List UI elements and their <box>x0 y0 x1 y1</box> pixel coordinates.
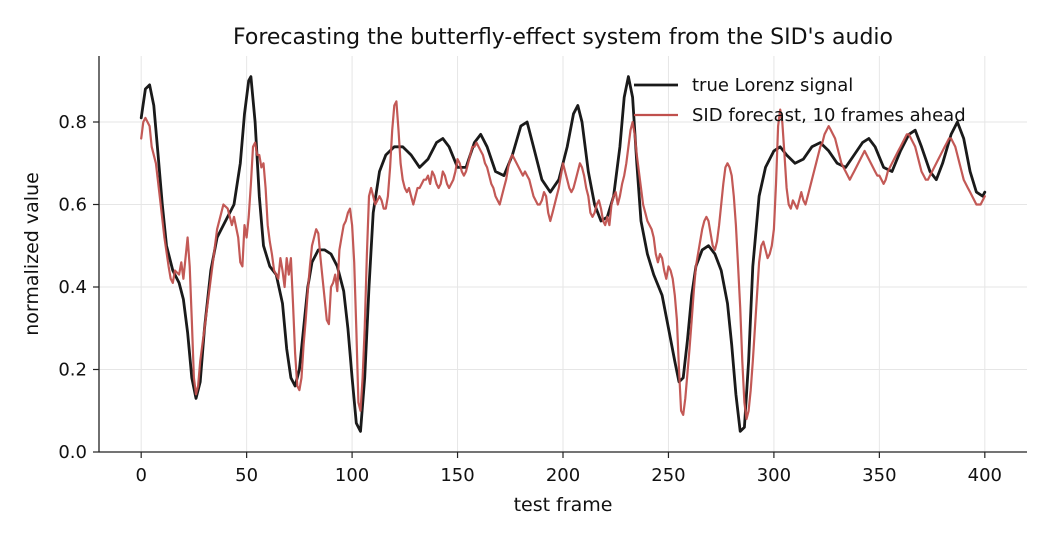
x-tick-label: 350 <box>862 465 896 486</box>
x-tick-label: 100 <box>335 465 369 486</box>
y-tick-label: 0.2 <box>58 360 87 381</box>
chart-title: Forecasting the butterfly-effect system … <box>233 25 893 50</box>
y-ticks: 0.0 0.2 0.4 0.6 0.8 <box>58 112 99 463</box>
series-layer <box>139 75 987 433</box>
y-tick-label: 0.0 <box>58 442 87 463</box>
x-tick-label: 150 <box>440 465 474 486</box>
x-ticks: 0 50 100 150 200 250 300 350 400 <box>135 452 1002 486</box>
x-tick-label: 0 <box>135 465 146 486</box>
y-tick-label: 0.6 <box>58 195 87 216</box>
legend-label: true Lorenz signal <box>692 75 853 96</box>
x-tick-label: 250 <box>651 465 685 486</box>
legend-label: SID forecast, 10 frames ahead <box>692 105 966 126</box>
x-axis-label: test frame <box>514 494 613 516</box>
x-tick-label: 200 <box>546 465 580 486</box>
legend: true Lorenz signal SID forecast, 10 frame… <box>634 75 966 126</box>
y-axis-label: normalized value <box>21 172 43 336</box>
x-tick-label: 50 <box>235 465 258 486</box>
x-tick-label: 400 <box>968 465 1002 486</box>
y-tick-label: 0.4 <box>58 277 87 298</box>
x-tick-label: 300 <box>757 465 791 486</box>
series-line-sid-forecast <box>140 100 986 421</box>
series-line-true-lorenz-signal <box>139 75 987 433</box>
y-tick-label: 0.8 <box>58 112 87 133</box>
